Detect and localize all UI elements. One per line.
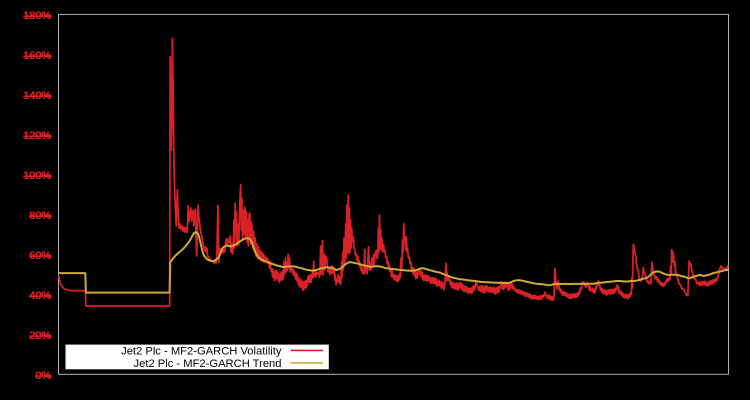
svg-text:120%: 120% — [23, 130, 51, 142]
svg-text:180%: 180% — [23, 10, 51, 22]
svg-text:Jet2 Plc - MF2-GARCH Volatilit: Jet2 Plc - MF2-GARCH Volatility — [121, 345, 282, 357]
svg-text:100%: 100% — [23, 170, 51, 182]
svg-text:Jet2 Plc - MF2-GARCH Trend: Jet2 Plc - MF2-GARCH Trend — [134, 358, 282, 370]
svg-text:160%: 160% — [23, 50, 51, 62]
svg-text:60%: 60% — [29, 250, 51, 262]
svg-text:0%: 0% — [35, 370, 51, 382]
svg-text:80%: 80% — [29, 210, 51, 222]
svg-text:140%: 140% — [23, 90, 51, 102]
svg-text:20%: 20% — [29, 330, 51, 342]
svg-text:40%: 40% — [29, 290, 51, 302]
